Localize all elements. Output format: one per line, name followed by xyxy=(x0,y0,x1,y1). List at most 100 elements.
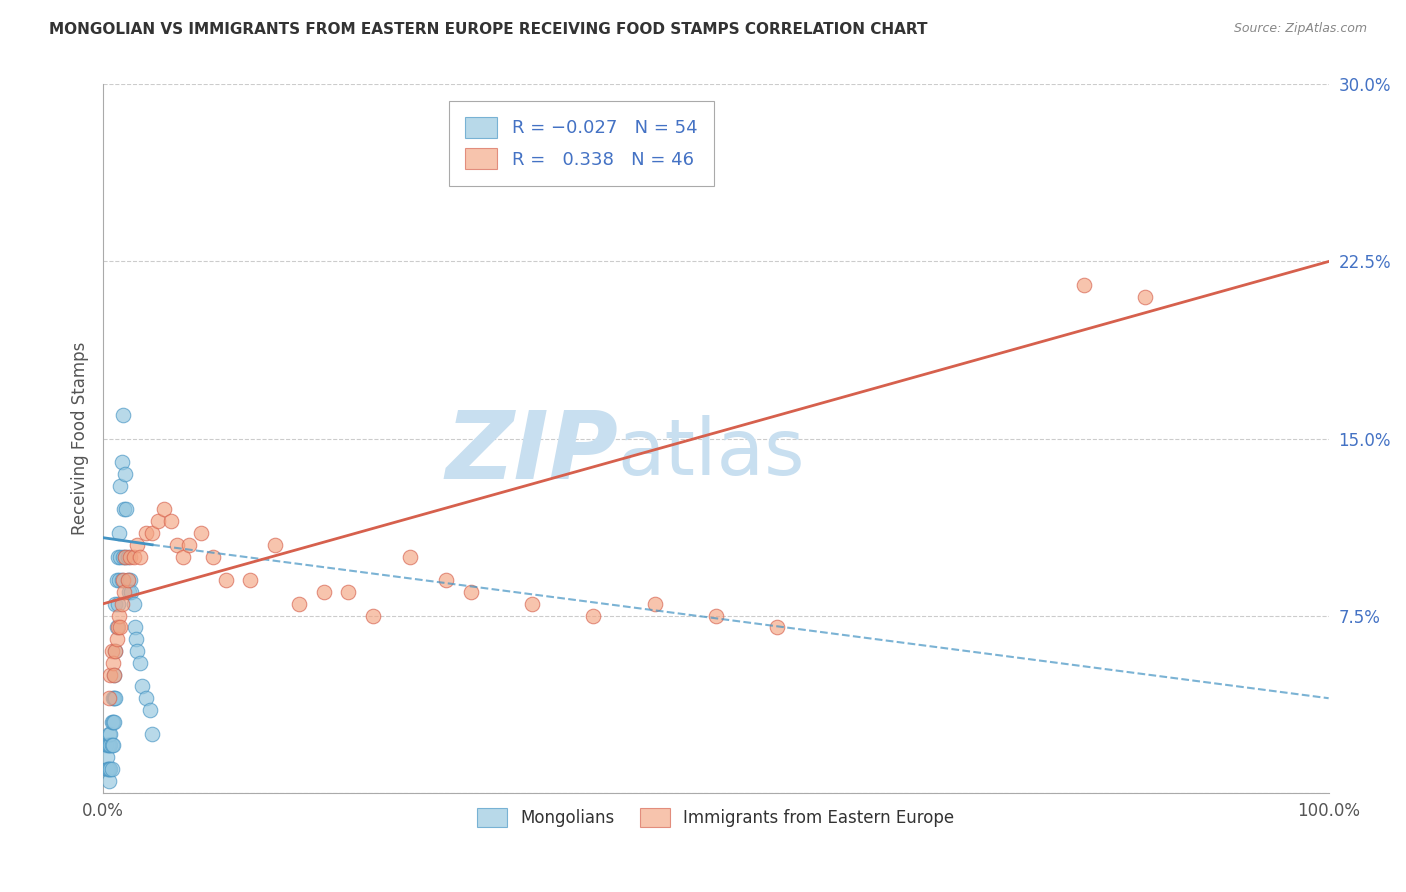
Point xyxy=(114,549,136,564)
Point xyxy=(111,549,134,564)
Point xyxy=(1073,278,1095,293)
Point xyxy=(100,644,122,658)
Point xyxy=(108,608,131,623)
Point xyxy=(107,620,129,634)
Point xyxy=(107,549,129,564)
Point xyxy=(111,573,134,587)
Point xyxy=(288,597,311,611)
Point xyxy=(100,726,122,740)
Point xyxy=(704,608,727,623)
Point xyxy=(105,632,128,647)
Point xyxy=(105,573,128,587)
Point xyxy=(101,691,124,706)
Point xyxy=(100,739,122,753)
Point xyxy=(104,644,127,658)
Point xyxy=(127,538,149,552)
Point xyxy=(460,585,482,599)
Point xyxy=(104,644,127,658)
Point xyxy=(103,714,125,729)
Point xyxy=(94,739,117,753)
Point xyxy=(766,620,789,634)
Point xyxy=(215,573,238,587)
Point xyxy=(141,526,163,541)
Point xyxy=(337,585,360,599)
Point xyxy=(97,739,120,753)
Point xyxy=(105,620,128,634)
Point xyxy=(135,691,157,706)
Point xyxy=(434,573,457,587)
Point xyxy=(138,703,160,717)
Point xyxy=(100,667,122,681)
Point xyxy=(141,726,163,740)
Point xyxy=(124,620,146,634)
Point xyxy=(100,762,122,776)
Point xyxy=(153,502,176,516)
Point xyxy=(101,656,124,670)
Point xyxy=(127,644,149,658)
Text: ZIP: ZIP xyxy=(444,407,617,499)
Point xyxy=(97,762,120,776)
Point xyxy=(110,573,132,587)
Point xyxy=(98,773,121,788)
Point xyxy=(644,597,666,611)
Point xyxy=(100,762,122,776)
Point xyxy=(1133,290,1156,304)
Point xyxy=(111,408,134,422)
Point xyxy=(177,538,200,552)
Point xyxy=(96,762,118,776)
Point xyxy=(110,455,132,469)
Point xyxy=(166,538,188,552)
Point xyxy=(100,714,122,729)
Point xyxy=(108,573,131,587)
Point xyxy=(96,750,118,764)
Point xyxy=(118,585,141,599)
Legend: Mongolians, Immigrants from Eastern Europe: Mongolians, Immigrants from Eastern Euro… xyxy=(471,801,962,834)
Point xyxy=(115,502,138,516)
Point xyxy=(98,726,121,740)
Point xyxy=(122,549,145,564)
Point xyxy=(122,597,145,611)
Point xyxy=(98,739,121,753)
Y-axis label: Receiving Food Stamps: Receiving Food Stamps xyxy=(72,342,89,535)
Text: Source: ZipAtlas.com: Source: ZipAtlas.com xyxy=(1233,22,1367,36)
Point xyxy=(101,714,124,729)
Point xyxy=(148,514,170,528)
Point xyxy=(120,549,142,564)
Text: atlas: atlas xyxy=(617,415,806,491)
Point xyxy=(131,680,153,694)
Point xyxy=(190,526,212,541)
Point xyxy=(110,549,132,564)
Point xyxy=(103,691,125,706)
Point xyxy=(117,573,139,587)
Point xyxy=(520,597,543,611)
Point xyxy=(120,585,142,599)
Point xyxy=(128,549,150,564)
Point xyxy=(312,585,335,599)
Point xyxy=(110,597,132,611)
Point xyxy=(103,667,125,681)
Point xyxy=(117,573,139,587)
Point xyxy=(112,585,135,599)
Point xyxy=(263,538,285,552)
Point xyxy=(172,549,194,564)
Point xyxy=(110,620,132,634)
Point xyxy=(104,597,127,611)
Point xyxy=(159,514,181,528)
Point xyxy=(100,739,122,753)
Point xyxy=(239,573,262,587)
Point xyxy=(101,739,124,753)
Point xyxy=(117,549,139,564)
Point xyxy=(361,608,384,623)
Point xyxy=(108,526,131,541)
Point xyxy=(114,467,136,481)
Point xyxy=(125,632,148,647)
Point xyxy=(114,549,136,564)
Point xyxy=(112,502,135,516)
Point xyxy=(98,762,121,776)
Point xyxy=(110,479,132,493)
Point xyxy=(128,656,150,670)
Point xyxy=(582,608,605,623)
Point xyxy=(103,667,125,681)
Point xyxy=(120,573,142,587)
Point xyxy=(107,597,129,611)
